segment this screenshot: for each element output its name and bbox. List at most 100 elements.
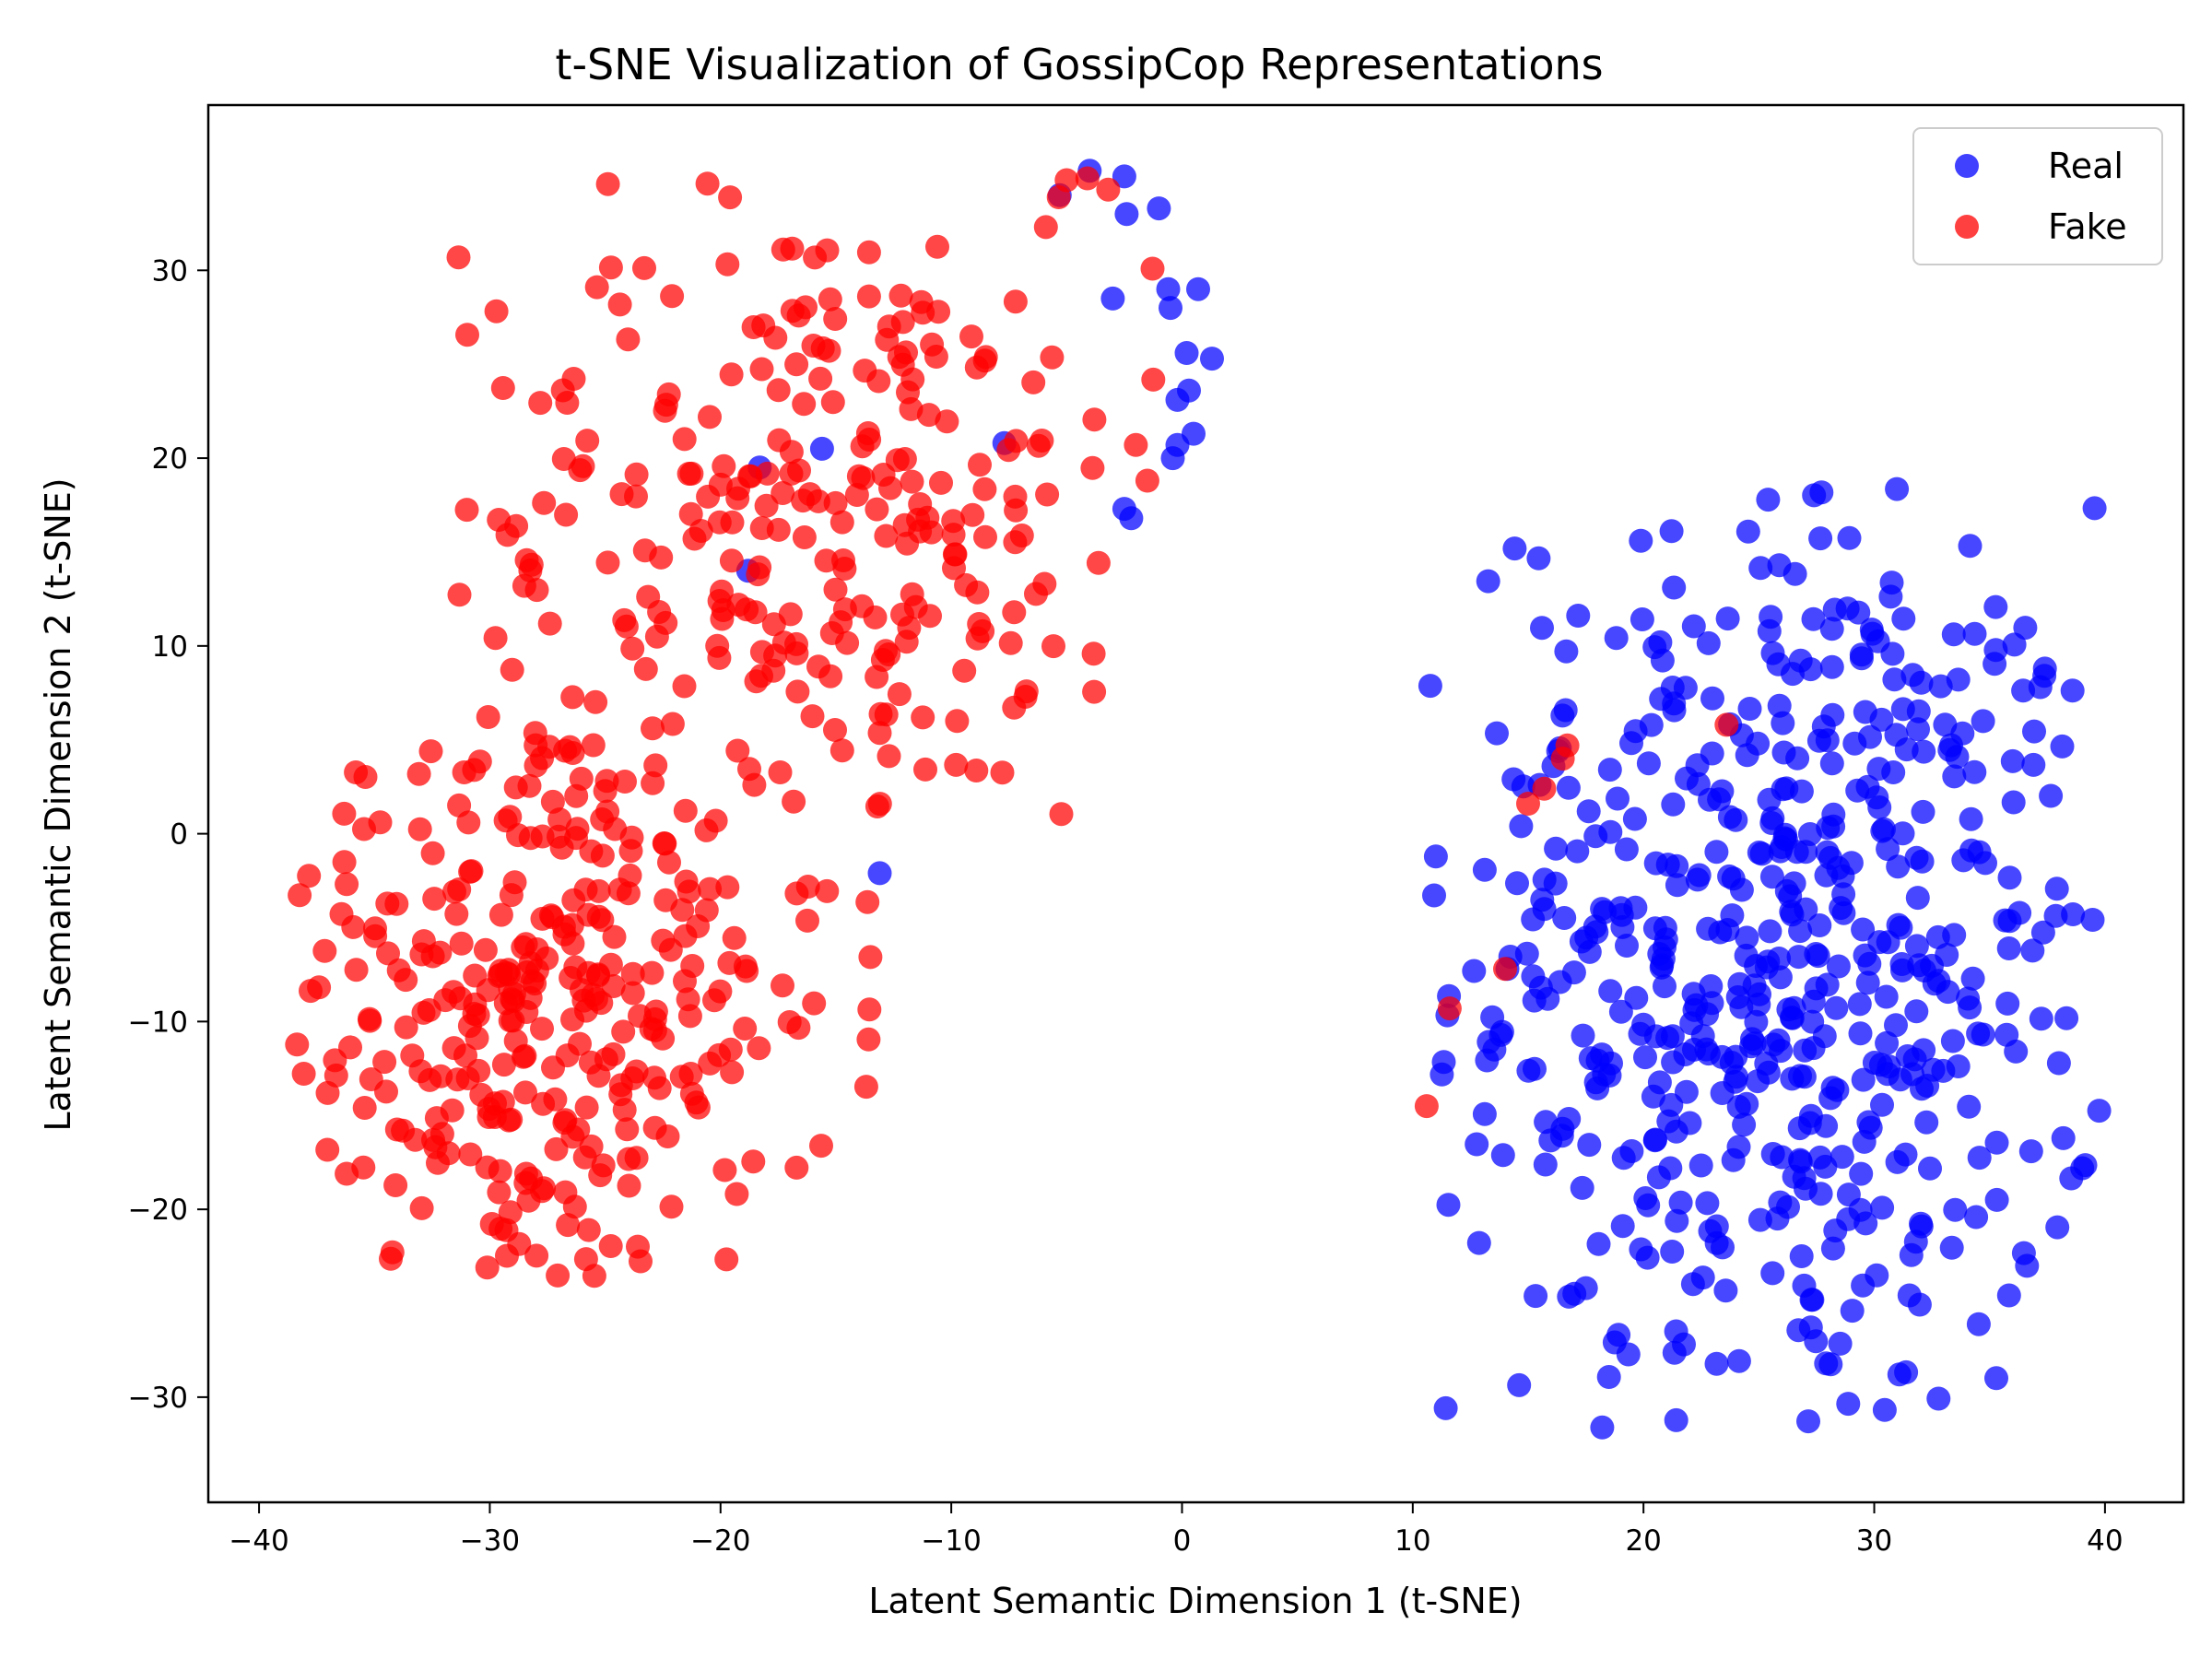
scatter-point-fake — [562, 1194, 587, 1219]
scatter-point-real — [1514, 941, 1539, 966]
scatter-point-fake — [624, 484, 648, 509]
scatter-point-real — [1884, 1013, 1908, 1038]
scatter-point-real — [1824, 995, 1849, 1020]
scatter-point-fake — [586, 904, 611, 929]
scatter-point-real — [1855, 971, 1880, 995]
scatter-point-real — [1757, 618, 1782, 643]
scatter-point-real — [1816, 816, 1841, 841]
scatter-point-fake — [312, 938, 337, 963]
scatter-point-real — [1874, 984, 1899, 1009]
scatter-point-fake — [541, 1055, 565, 1080]
scatter-point-real — [2030, 920, 2055, 945]
scatter-point-fake — [763, 325, 788, 350]
scatter-point-fake — [806, 488, 830, 513]
scatter-point-real — [1836, 1392, 1861, 1417]
scatter-point-real — [1485, 721, 1509, 746]
y-tick-label: 20 — [152, 442, 188, 476]
scatter-point-real — [1596, 1365, 1621, 1389]
scatter-point-fake — [379, 1246, 403, 1271]
scatter-point-real — [1792, 1065, 1817, 1089]
scatter-point-fake — [720, 510, 745, 535]
scatter-point-real — [1909, 1211, 1933, 1236]
scatter-point-fake — [565, 817, 590, 841]
scatter-point-fake — [887, 682, 912, 707]
scatter-point-fake — [900, 367, 925, 392]
scatter-point-fake — [1041, 634, 1065, 659]
scatter-point-fake — [749, 357, 774, 382]
scatter-point-fake — [1714, 712, 1739, 737]
scatter-point-real — [1635, 1245, 1660, 1270]
scatter-point-real — [1747, 1207, 1772, 1232]
scatter-point-fake — [560, 1007, 584, 1032]
scatter-point-fake — [856, 240, 881, 265]
scatter-point-fake — [710, 579, 734, 604]
scatter-point-real — [1796, 1409, 1820, 1434]
y-tick-label: 0 — [170, 818, 188, 852]
scatter-point-fake — [1021, 370, 1046, 394]
scatter-point-fake — [749, 640, 774, 665]
scatter-point-fake — [1032, 571, 1057, 596]
scatter-point-real — [2045, 1215, 2070, 1240]
scatter-point-fake — [568, 458, 593, 483]
scatter-point-fake — [954, 572, 979, 597]
scatter-point-real — [1544, 836, 1569, 861]
scatter-point-fake — [641, 771, 665, 795]
scatter-point-real — [1610, 914, 1635, 939]
scatter-point-real — [1894, 1359, 1919, 1384]
scatter-point-fake — [672, 674, 697, 699]
scatter-point-fake — [964, 759, 989, 782]
scatter-point-fake — [476, 705, 500, 729]
scatter-point-fake — [488, 1217, 513, 1241]
scatter-point-real — [1700, 686, 1724, 711]
scatter-point-fake — [490, 376, 515, 400]
scatter-point-fake — [477, 1105, 501, 1129]
scatter-point-real — [1800, 1288, 1825, 1312]
scatter-point-real — [1653, 927, 1678, 952]
y-axis-label: Latent Semantic Dimension 2 (t-SNE) — [38, 477, 78, 1131]
scatter-point-fake — [566, 1117, 591, 1142]
scatter-point-real — [1174, 341, 1199, 365]
scatter-point-real — [1633, 1045, 1657, 1070]
scatter-point-real — [1877, 1054, 1901, 1079]
scatter-point-real — [1830, 1145, 1854, 1170]
scatter-point-fake — [642, 1115, 667, 1140]
scatter-point-real — [1771, 711, 1795, 735]
scatter-point-real — [1577, 1133, 1602, 1158]
scatter-point-real — [1704, 1214, 1729, 1239]
scatter-point-fake — [647, 1076, 672, 1100]
scatter-point-real — [1533, 1152, 1558, 1177]
scatter-point-real — [1905, 886, 1930, 911]
scatter-point-fake — [900, 469, 924, 494]
scatter-point-fake — [908, 519, 933, 544]
scatter-point-real — [1820, 1236, 1845, 1261]
scatter-point-real — [1907, 1292, 1932, 1317]
scatter-point-fake — [878, 476, 902, 500]
scatter-point-fake — [544, 1136, 569, 1161]
scatter-point-real — [1819, 654, 1844, 679]
scatter-point-fake — [633, 656, 658, 681]
x-tick-label: 0 — [1173, 1524, 1192, 1558]
scatter-point-real — [1726, 1348, 1751, 1373]
series-real — [735, 159, 2112, 1440]
scatter-point-fake — [782, 789, 806, 814]
scatter-point-real — [1853, 700, 1877, 724]
scatter-point-real — [1891, 606, 1916, 631]
scatter-point-real — [1943, 1197, 1968, 1222]
legend-label-fake: Fake — [2048, 206, 2127, 247]
legend-label-real: Real — [2048, 146, 2124, 186]
plot-frame — [206, 103, 2185, 1504]
scatter-point-fake — [1013, 685, 1038, 709]
scatter-point-fake — [674, 869, 699, 894]
scatter-point-real — [1583, 914, 1607, 939]
scatter-point-real — [1886, 854, 1911, 879]
scatter-point-fake — [657, 850, 681, 875]
scatter-point-real — [1899, 1242, 1924, 1267]
scatter-point-fake — [530, 1017, 554, 1041]
scatter-point-real — [1466, 1230, 1491, 1255]
scatter-point-fake — [714, 1247, 739, 1272]
scatter-point-real — [1616, 1342, 1641, 1367]
scatter-point-real — [1747, 841, 1771, 865]
scatter-point-fake — [643, 753, 668, 778]
scatter-point-fake — [679, 461, 704, 486]
scatter-point-real — [1997, 909, 2022, 934]
